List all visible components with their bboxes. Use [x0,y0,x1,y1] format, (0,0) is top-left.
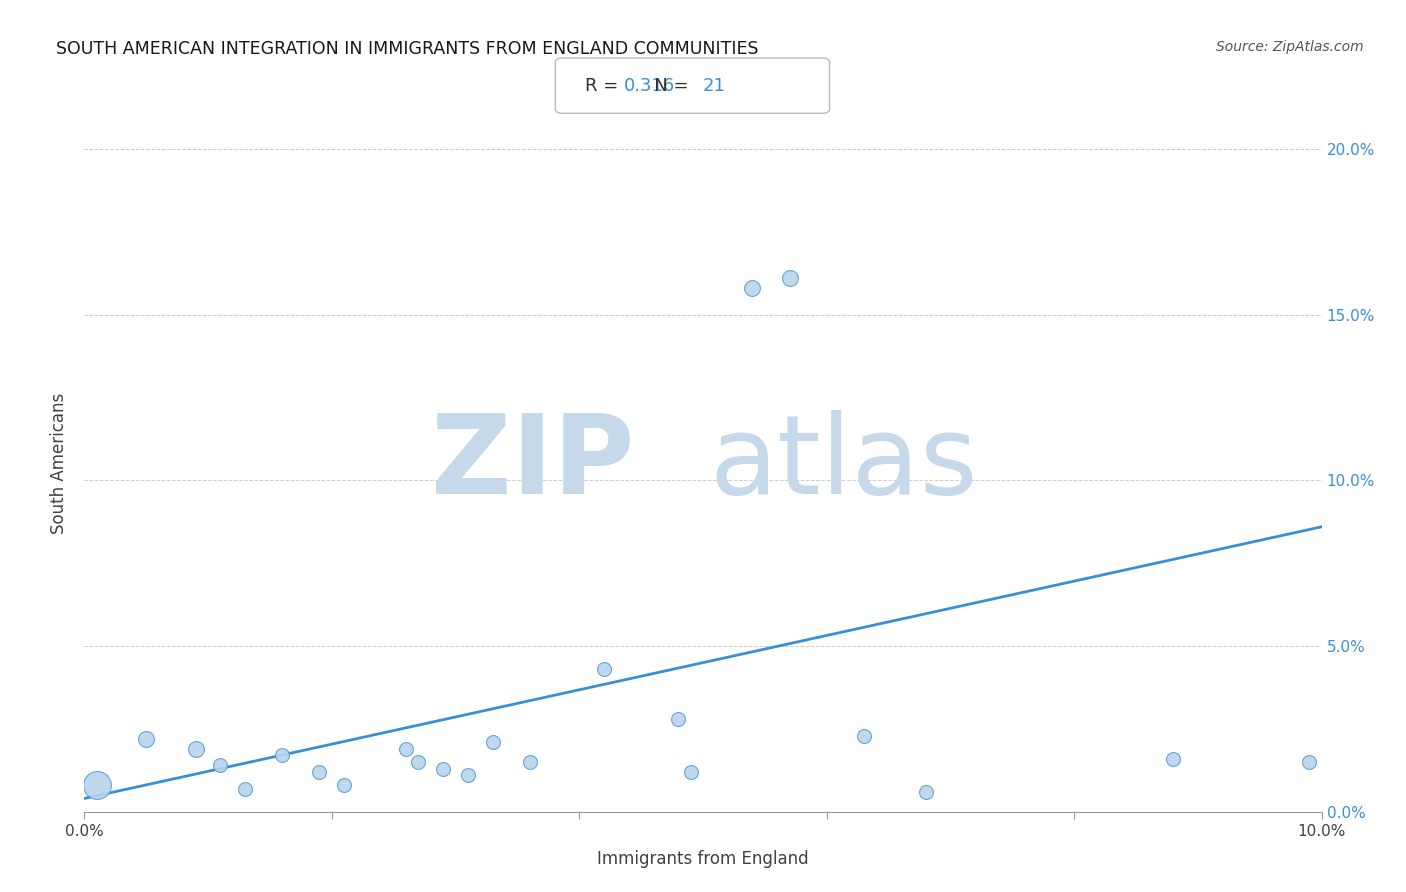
Point [519,755,541,769]
Text: Source: ZipAtlas.com: Source: ZipAtlas.com [1216,40,1364,54]
Point [432,762,454,776]
Point [209,758,232,772]
Point [779,271,801,285]
Point [86,778,108,792]
Text: atlas: atlas [709,410,977,517]
Point [457,768,479,782]
Point [1298,755,1320,769]
Point [233,781,256,796]
Point [184,741,207,756]
Point [679,764,702,779]
X-axis label: Immigrants from England: Immigrants from England [598,850,808,868]
Text: SOUTH AMERICAN INTEGRATION IN IMMIGRANTS FROM ENGLAND COMMUNITIES: SOUTH AMERICAN INTEGRATION IN IMMIGRANTS… [56,40,759,58]
Point [308,764,330,779]
Point [741,281,763,295]
Point [593,662,616,676]
Text: 0.316: 0.316 [624,77,675,95]
Point [408,755,430,769]
Text: ZIP: ZIP [430,410,634,517]
Point [1161,752,1184,766]
Point [481,735,503,749]
Point [666,712,689,726]
Point [271,748,294,763]
Point [333,778,356,792]
Point [852,729,875,743]
Point [135,731,157,746]
Point [914,785,936,799]
Text: 21: 21 [703,77,725,95]
Text: R =: R = [585,77,624,95]
Point [395,741,418,756]
Y-axis label: South Americans: South Americans [51,393,69,534]
Text: N =: N = [637,77,695,95]
